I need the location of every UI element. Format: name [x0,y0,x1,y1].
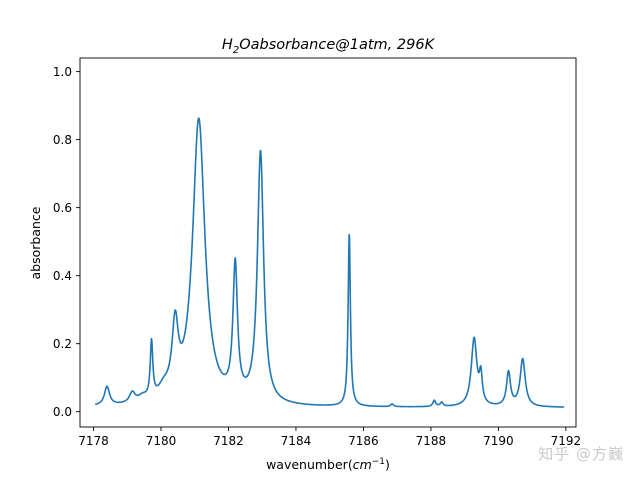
x-axis-label-unit: cm [353,457,372,472]
y-tick-label: 0.0 [53,405,72,419]
y-tick-label: 1.0 [53,65,72,79]
y-tick-label: 0.8 [53,133,72,147]
x-tick-label: 7178 [78,434,109,448]
x-axis-label: wavenumber(cm−1) [266,457,390,472]
y-tick-label: 0.4 [53,269,72,283]
chart-title: H2Oabsorbance@1atm, 296K [222,37,436,56]
x-tick-label: 7182 [213,434,244,448]
x-tick-label: 7192 [551,434,582,448]
title-subscript: 2 [233,45,239,56]
plot-frame [79,57,577,428]
y-ticks: 0.0 0.2 0.4 0.6 0.8 1.0 [53,65,80,419]
watermark-text: 知乎 @方巍 [538,445,624,463]
x-tick-label: 7180 [146,434,177,448]
title-rest: Oabsorbance@1atm, 296K [239,37,435,53]
y-tick-label: 0.6 [53,201,72,215]
title-main: H [222,37,233,53]
x-axis-label-main: wavenumber( [266,457,353,472]
x-ticks: 7178 7180 7182 7184 7186 7188 7190 7192 [78,427,581,448]
x-tick-label: 7190 [483,434,514,448]
series-line-h2o-absorbance [94,117,565,408]
x-axis-label-exponent: −1 [372,457,385,467]
x-tick-label: 7184 [281,434,312,448]
x-axis-label-close: ) [385,457,390,472]
x-tick-label: 7188 [416,434,447,448]
x-tick-label: 7186 [348,434,379,448]
y-axis-label: absorbance [28,206,43,279]
y-tick-label: 0.2 [53,337,72,351]
